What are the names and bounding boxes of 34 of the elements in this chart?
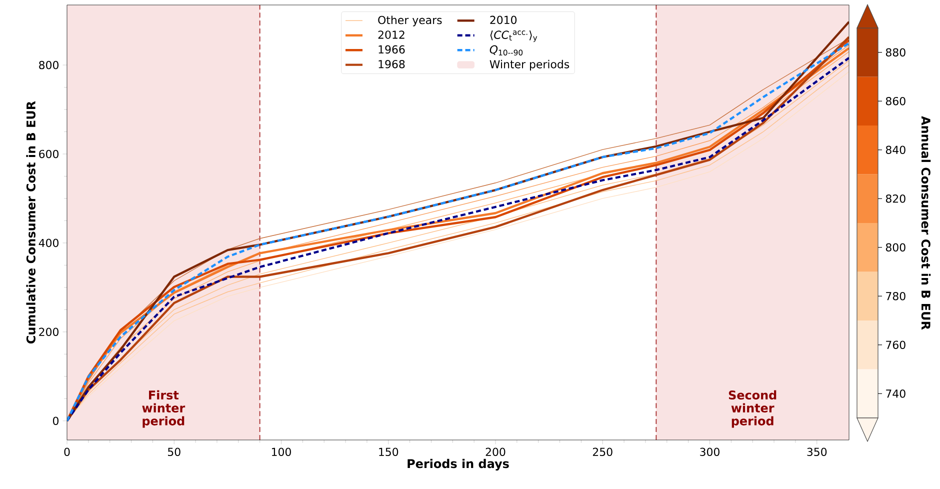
x-tick-label: 350 xyxy=(807,448,827,456)
color-bar-label: 840 xyxy=(886,146,906,154)
x-tick-label: 200 xyxy=(486,448,506,456)
annotation: Winter periods xyxy=(490,60,570,70)
color-bar-label: 880 xyxy=(886,48,906,57)
y-tick-label: 800 xyxy=(39,60,58,70)
x-axis-title: Periods in days xyxy=(408,458,509,471)
legend-label: 1966 xyxy=(378,45,405,54)
color-bar-label: 740 xyxy=(886,389,906,398)
color-bar-label: 780 xyxy=(886,292,906,300)
y-tick-label: 200 xyxy=(39,328,58,336)
band-label: Second winter period xyxy=(728,390,776,428)
y-tick-label: 0 xyxy=(52,416,58,426)
legend-label: ⟨CC$_{t}$$^{acc.}$⟩$_{y}$ xyxy=(490,30,538,42)
x-tick-label: 100 xyxy=(272,448,291,456)
band-label: First winter period xyxy=(142,390,186,428)
color-bar-title: Annual Consumer Cost in B EUR xyxy=(921,116,931,330)
legend-label: Other years xyxy=(378,16,442,26)
y-tick-label: 600 xyxy=(39,150,58,158)
x-tick-label: 250 xyxy=(592,448,612,456)
x-tick-label: 0 xyxy=(64,448,70,456)
legend-label: 2010 xyxy=(490,16,517,24)
legend-label: Q$_{10--90}$ xyxy=(490,45,523,56)
color-bar-label: 760 xyxy=(886,340,906,350)
color-bar-label: 800 xyxy=(886,243,906,252)
y-tick-label: 400 xyxy=(38,238,58,248)
color-bar-label: 820 xyxy=(886,194,906,203)
legend-label: 2012 xyxy=(378,30,404,39)
color-bar-label: 860 xyxy=(886,96,906,106)
x-tick-label: 150 xyxy=(379,448,398,456)
x-tick-label: 50 xyxy=(168,448,180,456)
legend-label: 1968 xyxy=(378,60,405,68)
y-axis-title: Cumulative Consumer Cost in B EUR xyxy=(26,101,36,344)
x-tick-label: 300 xyxy=(700,448,720,456)
